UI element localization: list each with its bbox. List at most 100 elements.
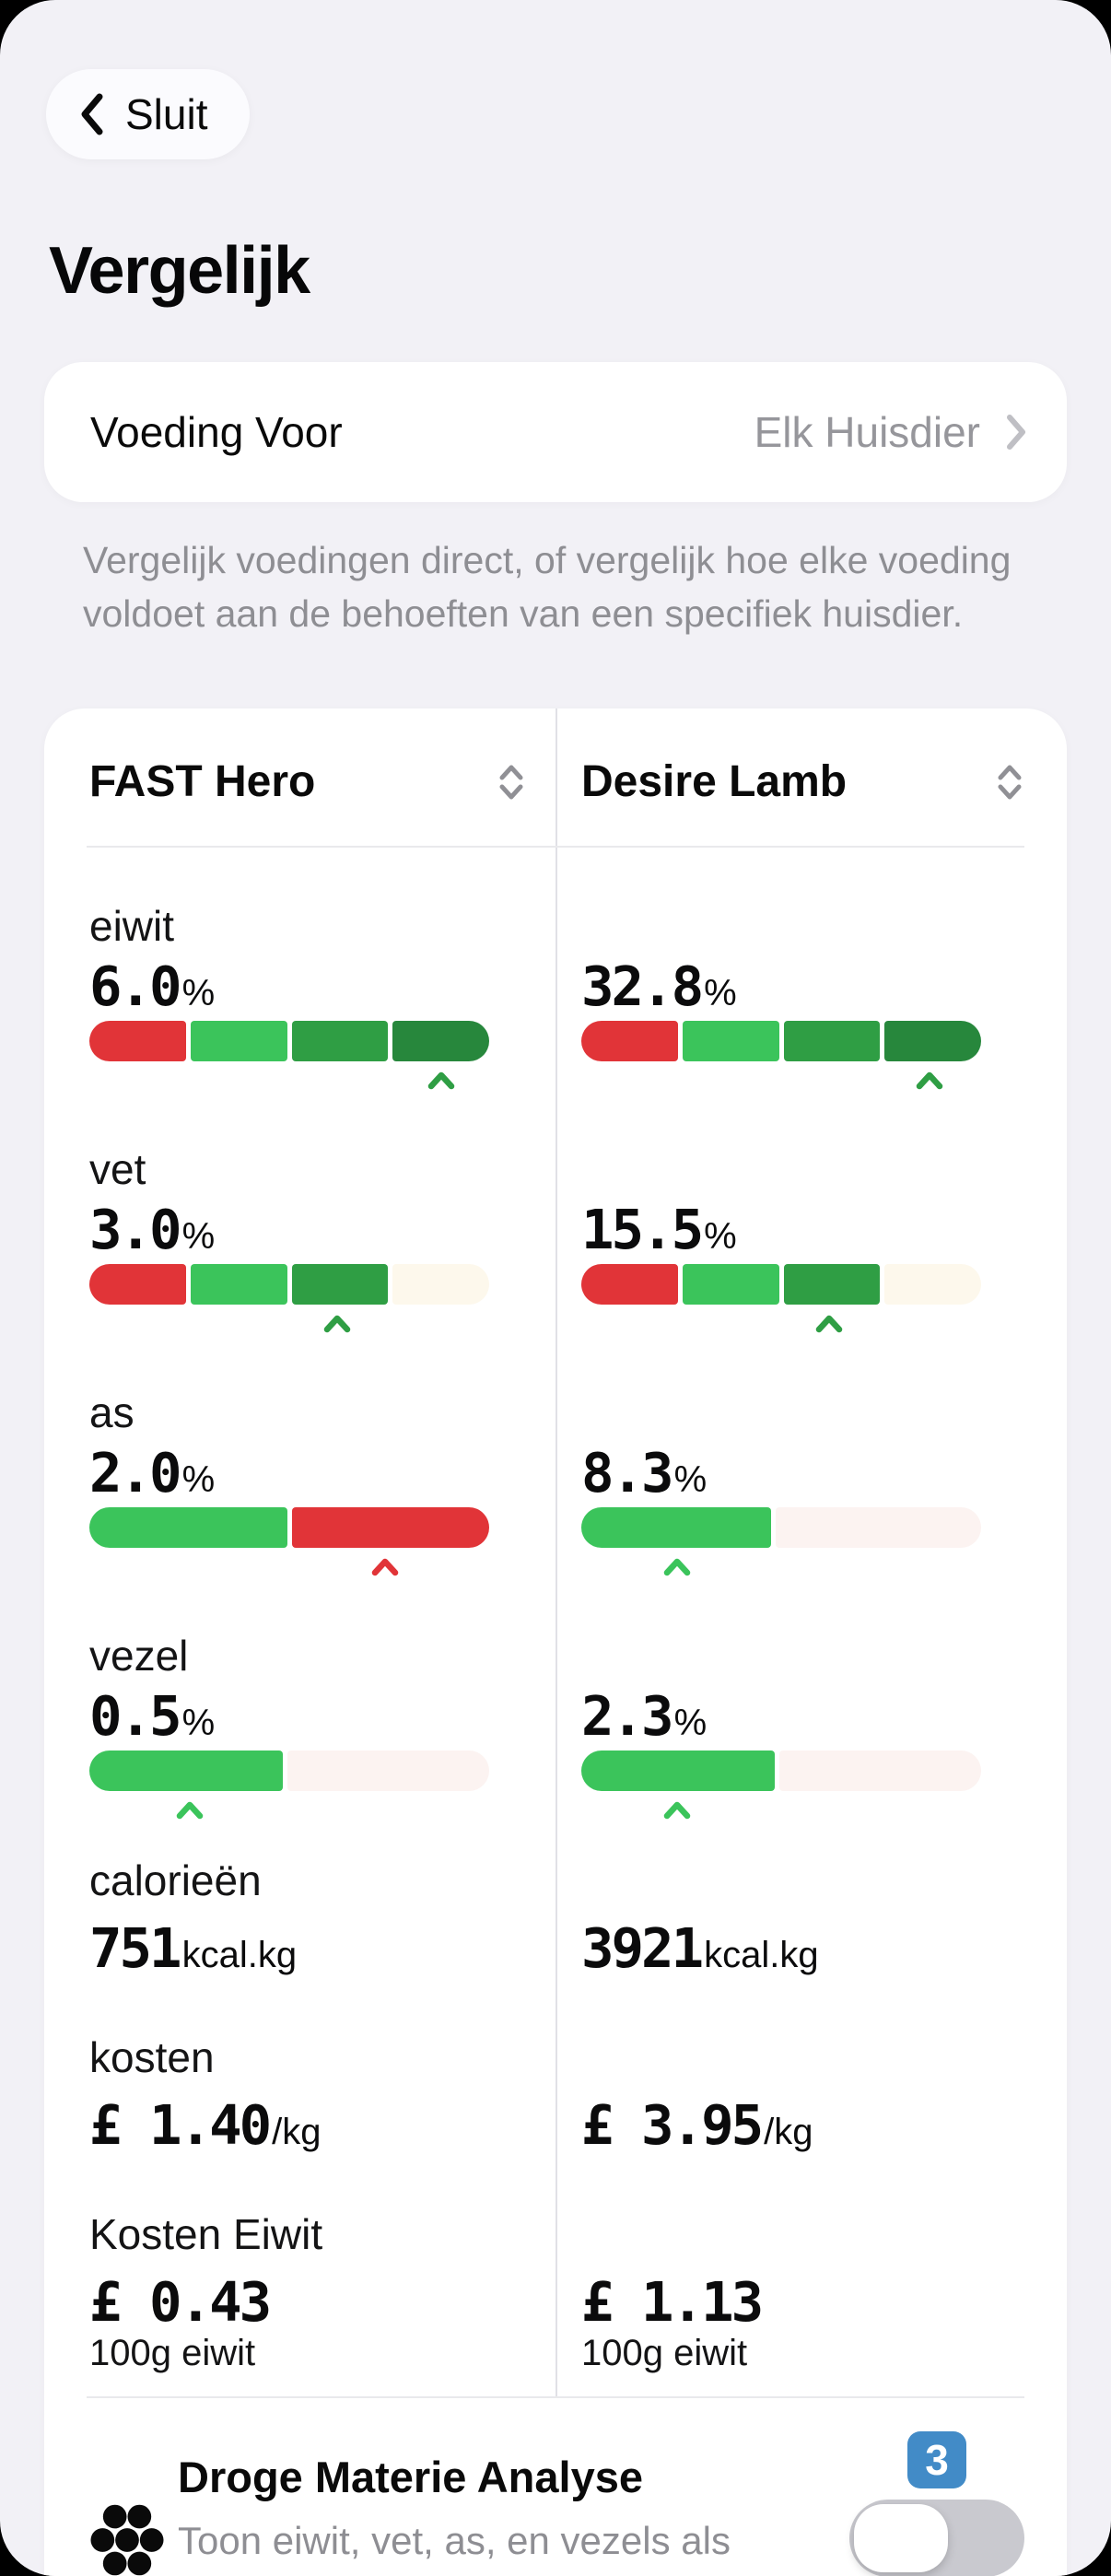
chevron-left-icon xyxy=(81,93,103,135)
bar-segment xyxy=(783,1021,881,1062)
bar-segment xyxy=(884,1264,981,1306)
comparison-card: FAST Hero Desire Lamb eiwit 6.0% 32.8% xyxy=(44,708,1067,2576)
nutrient-label: vet xyxy=(89,1145,146,1194)
nutrient-unit: % xyxy=(704,1216,737,1258)
bar-segment xyxy=(291,1507,489,1549)
bar-segment xyxy=(581,1264,678,1306)
nutrient-range-bar xyxy=(89,1021,489,1090)
bar-track xyxy=(581,1264,981,1306)
nutrient-range-bar xyxy=(89,1507,489,1576)
caret-marker-icon xyxy=(663,1559,691,1576)
bar-track xyxy=(89,1507,489,1549)
bar-segment xyxy=(392,1021,489,1062)
bar-segment xyxy=(287,1751,489,1792)
nutrient-sub-unit: 100g eiwit xyxy=(581,2333,748,2374)
dry-matter-title: Droge Materie Analyse xyxy=(178,2453,643,2502)
page-title: Vergelijk xyxy=(49,234,310,308)
dry-matter-toggle[interactable] xyxy=(849,2500,1024,2576)
bar-segment xyxy=(682,1021,779,1062)
bar-segment xyxy=(884,1021,981,1062)
nutrient-unit: % xyxy=(181,1703,216,1744)
column-name: Desire Lamb xyxy=(581,757,848,807)
nutrient-unit: % xyxy=(181,973,216,1014)
nutrient-unit: % xyxy=(181,1216,216,1258)
bar-segment xyxy=(775,1507,981,1549)
nutrient-range-bar xyxy=(581,1021,981,1090)
column-name: FAST Hero xyxy=(89,757,316,807)
bar-segment xyxy=(89,1021,186,1062)
caret-marker-icon xyxy=(176,1802,203,1820)
caret-marker-icon xyxy=(916,1072,942,1090)
nutrient-value: £ 0.43 xyxy=(89,2270,272,2335)
food-for-selector[interactable]: Voeding Voor Elk Huisdier xyxy=(44,362,1067,502)
nutrient-label: as xyxy=(89,1388,134,1437)
food-for-label: Voeding Voor xyxy=(90,408,343,456)
nutrient-unit: % xyxy=(181,1459,216,1501)
nutrient-label: kosten xyxy=(89,2033,215,2082)
bar-segment xyxy=(783,1264,881,1306)
nutrient-label: calorieën xyxy=(89,1856,262,1905)
nutrient-unit: /kg xyxy=(272,2112,322,2153)
nutrient-value: £ 3.95 xyxy=(581,2093,764,2158)
nutrient-row-kosten: kosten £ 1.40/kg £ 3.95/kg xyxy=(44,1997,1067,2175)
nutrient-unit: % xyxy=(673,1703,708,1744)
sort-chevrons-icon[interactable] xyxy=(498,762,524,802)
bar-segment xyxy=(392,1264,489,1306)
nutrient-row-vet: vet 3.0% 15.5% xyxy=(44,1091,1067,1335)
nutrient-value: 3.0 xyxy=(89,1198,182,1262)
nutrient-unit: kcal.kg xyxy=(704,1935,819,1976)
nutrient-label: Kosten Eiwit xyxy=(89,2210,323,2259)
page-description: Vergelijk voedingen direct, of vergelijk… xyxy=(83,539,1012,636)
footer-divider xyxy=(87,2396,1024,2399)
nutrient-value: 15.5 xyxy=(581,1198,704,1262)
bar-segment xyxy=(581,1751,776,1792)
nutrient-value: £ 1.40 xyxy=(89,2093,272,2158)
kibble-flower-icon xyxy=(90,2505,164,2576)
bar-track xyxy=(89,1751,489,1792)
nutrient-range-bar xyxy=(581,1507,981,1576)
nutrient-unit: /kg xyxy=(764,2112,813,2153)
chevron-right-icon xyxy=(1007,415,1025,450)
column-header-left[interactable]: FAST Hero xyxy=(44,708,556,846)
nutrient-value: 2.0 xyxy=(89,1441,182,1505)
dry-matter-description: Toon eiwit, vet, as, en vezels als perce… xyxy=(178,2519,731,2563)
nutrient-value: 32.8 xyxy=(581,954,704,1019)
bar-segment xyxy=(291,1264,389,1306)
nutrient-row-kosten-eiwit: Kosten Eiwit £ 0.43 100g eiwit £ 1.13 10… xyxy=(44,2174,1067,2397)
caret-marker-icon xyxy=(323,1316,351,1333)
count-badge: 3 xyxy=(907,2431,966,2489)
column-header-right[interactable]: Desire Lamb xyxy=(556,708,1067,847)
close-button[interactable]: Sluit xyxy=(46,69,251,159)
caret-marker-icon xyxy=(663,1802,691,1820)
nutrient-value: 2.3 xyxy=(581,1684,674,1749)
bar-segment xyxy=(581,1021,678,1062)
nutrient-range-bar xyxy=(89,1751,489,1820)
nutrient-unit: kcal.kg xyxy=(181,1935,298,1976)
bar-segment xyxy=(89,1751,284,1792)
nutrient-row-eiwit: eiwit 6.0% 32.8% xyxy=(44,848,1067,1092)
toggle-knob xyxy=(854,2504,948,2573)
nutrient-value: 751 xyxy=(89,1916,182,1981)
caret-marker-icon xyxy=(427,1072,455,1090)
bar-segment xyxy=(89,1507,287,1549)
nutrient-range-bar xyxy=(581,1751,981,1820)
bar-track xyxy=(581,1021,981,1062)
caret-marker-icon xyxy=(815,1316,843,1333)
dry-matter-section: Droge Materie Analyse Toon eiwit, vet, a… xyxy=(44,2398,1067,2576)
nutrient-unit: % xyxy=(673,1459,708,1501)
nutrient-range-bar xyxy=(89,1264,489,1333)
nutrient-sub-unit: 100g eiwit xyxy=(89,2333,256,2374)
bar-segment xyxy=(89,1264,186,1306)
sort-chevrons-icon[interactable] xyxy=(997,762,1023,802)
bar-track xyxy=(581,1751,981,1792)
close-button-label: Sluit xyxy=(125,90,208,138)
bar-segment xyxy=(190,1021,287,1062)
nutrient-label: eiwit xyxy=(89,902,175,951)
nutrient-label: vezel xyxy=(89,1632,189,1680)
nutrient-row-vezel: vezel 0.5% 2.3% xyxy=(44,1577,1067,1821)
nutrient-value: 6.0 xyxy=(89,954,182,1019)
bar-track xyxy=(89,1264,489,1306)
nutrient-row-as: as 2.0% 8.3% xyxy=(44,1334,1067,1578)
caret-marker-icon xyxy=(371,1559,399,1576)
